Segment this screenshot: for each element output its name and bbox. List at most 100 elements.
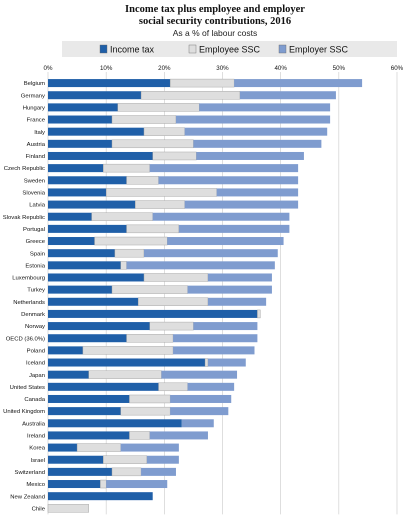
bar-segment-employer-ssc <box>178 224 290 233</box>
bar-segment-employee-ssc <box>105 188 217 197</box>
bar-segment-income-tax <box>48 407 121 416</box>
bar-segment-income-tax <box>48 176 127 185</box>
bar-segment-employee-ssc <box>120 261 127 270</box>
bar-segment-employer-ssc <box>184 200 299 209</box>
category-label: Israel <box>31 458 45 464</box>
bar-segment-employer-ssc <box>161 370 238 379</box>
bars <box>47 78 363 513</box>
category-label: Finland <box>26 154 45 160</box>
bar-segment-income-tax <box>48 127 144 136</box>
bar-segment-income-tax <box>48 455 104 464</box>
bar-segment-income-tax <box>48 394 130 403</box>
category-label: Austria <box>27 142 46 148</box>
bar-segment-employee-ssc <box>149 321 194 331</box>
category-label: Switzerland <box>15 470 45 476</box>
category-label: Korea <box>29 446 45 452</box>
bar-segment-employer-ssc <box>216 188 299 197</box>
legend-label-income-tax: Income tax <box>110 45 155 55</box>
legend-label-employee-ssc: Employee SSC <box>199 45 261 55</box>
bar-segment-income-tax <box>48 431 130 440</box>
bar-segment-employee-ssc <box>126 176 159 185</box>
x-tick-label: 60% <box>391 65 404 72</box>
bar-segment-employee-ssc <box>103 455 148 464</box>
category-label: Iceland <box>26 361 45 367</box>
category-label: Ireland <box>27 434 45 440</box>
bar-segment-employee-ssc <box>129 394 171 404</box>
bar-segment-employer-ssc <box>207 358 246 367</box>
bar-segment-employee-ssc <box>111 285 188 294</box>
bar-segment-income-tax <box>48 346 83 355</box>
chart-subtitle: As a % of labour costs <box>173 28 258 38</box>
bar-segment-employer-ssc <box>234 79 363 88</box>
bar-segment-income-tax <box>48 79 171 88</box>
category-label: Slovenia <box>22 191 45 197</box>
bar-segment-employer-ssc <box>152 212 290 221</box>
bar-segment-employer-ssc <box>170 407 229 416</box>
legend-swatch-income-tax <box>99 44 108 54</box>
category-label: Japan <box>29 373 45 379</box>
bar-segment-employer-ssc <box>149 164 299 173</box>
bar-segment-income-tax <box>48 419 182 428</box>
category-label: Australia <box>22 421 46 427</box>
bar-segment-income-tax <box>48 151 153 160</box>
bar-segment-employee-ssc <box>143 127 185 136</box>
bar-segment-employee-ssc <box>111 139 194 149</box>
bar-segment-employer-ssc <box>187 382 235 391</box>
category-label: Belgium <box>24 81 45 87</box>
bar-segment-income-tax <box>48 115 112 124</box>
bar-segment-income-tax <box>48 467 112 476</box>
bar-segment-employee-ssc <box>111 467 142 477</box>
category-label: OECD (36.0%) <box>6 336 45 342</box>
bar-segment-employer-ssc <box>141 467 176 476</box>
bar-segment-income-tax <box>48 443 78 452</box>
bar-segment-income-tax <box>48 103 118 112</box>
category-label: Turkey <box>27 288 45 294</box>
bar-segment-employer-ssc <box>143 249 278 258</box>
category-label: Germany <box>21 93 45 99</box>
category-label: Portugal <box>23 227 45 233</box>
legend-box <box>62 41 397 57</box>
bar-segment-income-tax <box>48 322 150 331</box>
bar-segment-employee-ssc <box>152 151 197 161</box>
category-label: Czech Republic <box>4 166 45 172</box>
x-tick-label: 30% <box>216 65 229 72</box>
x-tick-label: 20% <box>158 65 171 72</box>
category-label: United States <box>10 385 45 391</box>
bar-segment-income-tax <box>48 200 136 209</box>
bar-segment-income-tax <box>48 237 95 246</box>
category-label: Norway <box>25 324 45 330</box>
legend-swatch-employer-ssc <box>278 44 287 54</box>
bar-segment-employer-ssc <box>187 285 272 294</box>
bar-segment-employer-ssc <box>149 431 208 440</box>
bar-segment-income-tax <box>48 139 112 148</box>
bar-segment-employer-ssc <box>167 237 284 246</box>
bar-segment-employee-ssc <box>120 406 171 416</box>
bar-segment-employee-ssc <box>129 431 150 440</box>
bar-segment-employer-ssc <box>196 151 304 160</box>
category-label: Denmark <box>21 312 45 318</box>
category-label: Sweden <box>24 178 45 184</box>
chart-title-line-2: social security contributions, 2016 <box>139 16 291 27</box>
bar-segment-income-tax <box>48 480 101 489</box>
x-tick-label: 40% <box>274 65 287 72</box>
bar-segment-income-tax <box>48 273 144 282</box>
bar-segment-income-tax <box>48 285 112 294</box>
bar-segment-employee-ssc <box>169 78 235 88</box>
category-label: Luxembourg <box>12 276 45 282</box>
bar-segment-employer-ssc <box>181 419 214 428</box>
bar-segment-employer-ssc <box>173 334 258 343</box>
bar-segment-employer-ssc <box>175 115 331 124</box>
bar-segment-employee-ssc <box>126 334 174 343</box>
x-tick-label: 10% <box>100 65 113 72</box>
bar-segment-income-tax <box>48 309 258 318</box>
bar-segment-employer-ssc <box>199 103 331 112</box>
bar-segment-employee-ssc <box>143 273 209 282</box>
bar-segment-income-tax <box>48 164 104 173</box>
category-label: Mexico <box>26 482 45 488</box>
category-label: Italy <box>34 130 45 136</box>
bar-segment-employee-ssc <box>111 115 177 124</box>
bar-segment-employer-ssc <box>184 127 328 136</box>
bar-segment-income-tax <box>48 212 92 221</box>
bar-segment-employer-ssc <box>193 322 258 331</box>
